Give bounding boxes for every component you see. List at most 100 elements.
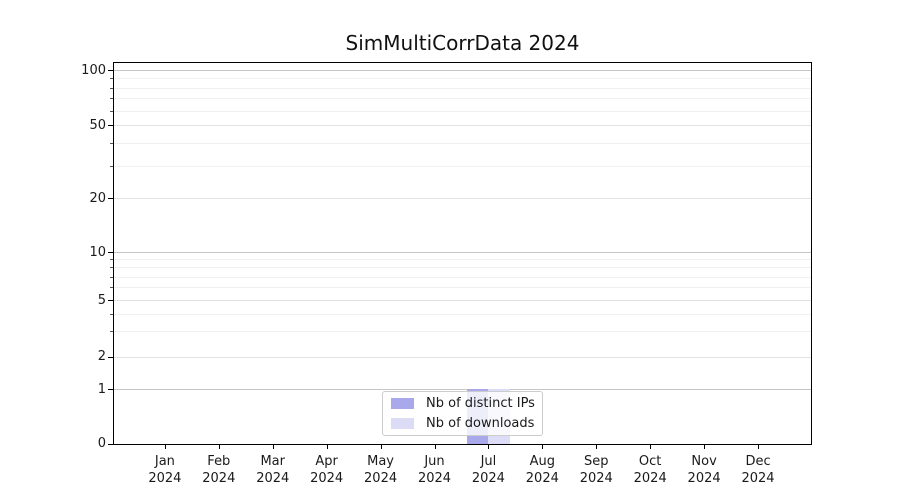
x-tick-month-mar: Mar	[260, 453, 285, 469]
y-tick-1	[108, 389, 113, 390]
gridline-minor-80	[113, 87, 812, 89]
x-tick-jan	[164, 444, 166, 449]
x-tick-year-sep: 2024	[579, 470, 613, 486]
y-minor-tick-7	[110, 276, 113, 278]
x-tick-month-nov: Nov	[691, 453, 717, 469]
y-tick-10	[108, 252, 113, 253]
y-minor-tick-6	[110, 287, 113, 289]
x-tick-label-dec: Dec 2024	[728, 453, 788, 487]
x-tick-month-may: May	[367, 453, 395, 469]
y-minor-tick-9	[110, 259, 113, 261]
gridline-minor-6	[113, 287, 812, 289]
gridline-minor-40	[113, 143, 812, 145]
x-tick-label-feb: Feb 2024	[189, 453, 249, 487]
y-minor-tick-80	[110, 87, 113, 89]
x-tick-label-mar: Mar 2024	[243, 453, 303, 487]
y-minor-tick-90	[110, 78, 113, 80]
x-tick-may	[380, 444, 382, 449]
x-tick-label-apr: Apr 2024	[297, 453, 357, 487]
plot-area-frame	[113, 62, 812, 445]
x-tick-jun	[434, 444, 436, 449]
y-tick-20	[108, 198, 113, 200]
gridline-major-100	[113, 70, 812, 71]
x-tick-year-nov: 2024	[687, 470, 721, 486]
x-tick-label-oct: Oct 2024	[620, 453, 680, 487]
y-tick-label-1: 1	[97, 381, 106, 397]
y-tick-label-50: 50	[89, 117, 106, 133]
y-tick-label-2: 2	[97, 349, 106, 364]
x-tick-month-jan: Jan	[154, 453, 175, 469]
x-tick-apr	[326, 444, 328, 449]
x-tick-label-sep: Sep 2024	[566, 453, 626, 487]
y-tick-0	[108, 443, 113, 445]
x-tick-aug	[542, 444, 544, 449]
y-minor-tick-70	[110, 98, 113, 100]
chart-title: SimMultiCorrData 2024	[345, 31, 580, 55]
gridline-minor-70	[113, 98, 812, 100]
y-tick-label-20: 20	[89, 190, 106, 206]
x-tick-month-aug: Aug	[529, 453, 556, 469]
legend-label: Nb of downloads	[426, 415, 535, 431]
x-tick-oct	[650, 444, 652, 449]
gridline-minor-3	[113, 331, 812, 333]
x-tick-month-feb: Feb	[207, 453, 231, 469]
x-tick-year-aug: 2024	[525, 470, 559, 486]
x-tick-month-apr: Apr	[315, 453, 338, 469]
y-minor-tick-60	[110, 110, 113, 112]
gridline-major-10	[113, 252, 812, 253]
x-tick-month-jun: Jun	[424, 453, 445, 469]
x-tick-year-jul: 2024	[471, 470, 505, 486]
x-tick-year-jan: 2024	[148, 470, 182, 486]
gridline-major-1	[113, 389, 812, 390]
x-tick-label-jul: Jul 2024	[458, 453, 518, 487]
x-tick-label-aug: Aug 2024	[512, 453, 572, 487]
legend-swatch-icon	[391, 397, 414, 409]
legend-row-0: Nb of distinct IPs	[391, 395, 535, 412]
y-minor-tick-30	[110, 165, 113, 167]
x-tick-label-jan: Jan 2024	[135, 453, 195, 487]
y-tick-label-100: 100	[81, 62, 106, 78]
legend-row-1: Nb of downloads	[391, 415, 534, 432]
gridline-major-2	[113, 356, 812, 358]
gridline-minor-30	[113, 165, 812, 167]
gridline-major-50	[113, 125, 812, 127]
gridline-minor-4	[113, 313, 812, 315]
x-tick-dec	[758, 444, 760, 449]
y-tick-5	[108, 300, 113, 301]
x-tick-year-feb: 2024	[202, 470, 236, 486]
x-tick-feb	[218, 444, 220, 449]
gridline-major-5	[113, 300, 812, 301]
legend-swatch-icon	[391, 417, 414, 429]
x-tick-month-jul: Jul	[480, 453, 497, 469]
gridline-minor-8	[113, 267, 812, 269]
x-tick-sep	[596, 444, 598, 449]
x-tick-label-nov: Nov 2024	[674, 453, 734, 487]
x-tick-year-may: 2024	[364, 470, 398, 486]
gridline-minor-7	[113, 276, 812, 278]
x-tick-year-dec: 2024	[741, 470, 775, 486]
gridline-major-20	[113, 198, 812, 200]
x-tick-year-oct: 2024	[633, 470, 667, 486]
y-tick-label-0: 0	[97, 436, 106, 451]
y-tick-2	[108, 356, 113, 358]
y-tick-100	[108, 70, 113, 71]
gridline-minor-90	[113, 78, 812, 80]
x-tick-month-dec: Dec	[745, 453, 771, 469]
x-tick-month-oct: Oct	[638, 453, 662, 469]
x-tick-jul	[488, 444, 490, 449]
legend-label: Nb of distinct IPs	[426, 395, 535, 411]
y-tick-50	[108, 125, 113, 127]
y-minor-tick-40	[110, 143, 113, 145]
x-tick-year-jun: 2024	[417, 470, 452, 486]
gridline-minor-9	[113, 259, 812, 261]
y-minor-tick-3	[110, 331, 113, 333]
x-tick-year-apr: 2024	[310, 470, 344, 486]
y-minor-tick-8	[110, 267, 113, 269]
x-tick-month-sep: Sep	[583, 453, 609, 469]
y-tick-label-5: 5	[97, 292, 106, 308]
x-tick-label-jun: Jun 2024	[405, 453, 465, 487]
x-tick-year-mar: 2024	[256, 470, 290, 486]
legend: Nb of distinct IPs Nb of downloads	[382, 390, 543, 436]
y-tick-label-10: 10	[89, 244, 106, 260]
